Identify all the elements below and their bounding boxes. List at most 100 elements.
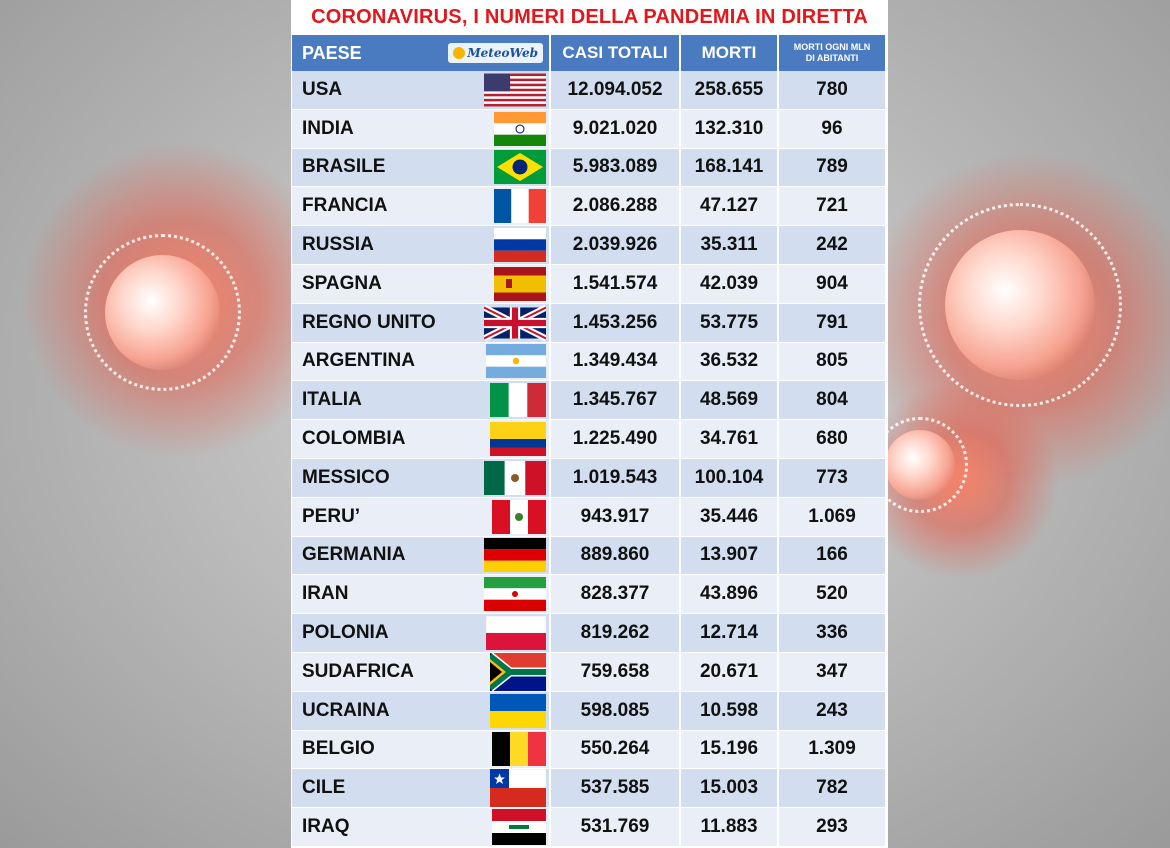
- country-name: BRASILE: [302, 156, 386, 178]
- argentina-flag-icon: [484, 344, 546, 379]
- country-cell: BELGIO: [292, 730, 551, 769]
- morti-cell: 42.039: [681, 264, 779, 303]
- country-cell: GERMANIA: [292, 536, 551, 575]
- morti-mln-cell: 804: [779, 381, 885, 420]
- casi-totali-cell: 759.658: [551, 652, 681, 691]
- table-row: GERMANIA 889.860 13.907 166: [292, 536, 888, 576]
- table-row: FRANCIA 2.086.288 47.127 721: [292, 187, 888, 227]
- morti-cell: 15.196: [681, 730, 779, 769]
- table-row: PERU’ 943.917 35.446 1.069: [292, 497, 888, 537]
- country-cell: ITALIA: [292, 381, 551, 420]
- uk-flag-icon: [484, 304, 546, 341]
- morti-cell: 15.003: [681, 769, 779, 808]
- colombia-flag-icon: [484, 422, 546, 457]
- table-row: SPAGNA 1.541.574 42.039 904: [292, 264, 888, 304]
- country-cell: MESSICO: [292, 458, 551, 497]
- country-cell: INDIA: [292, 109, 551, 148]
- table-row: REGNO UNITO 1.453.256 53.775 791: [292, 303, 888, 343]
- casi-totali-cell: 1.541.574: [551, 264, 681, 303]
- table-row: BELGIO 550.264 15.196 1.309: [292, 730, 888, 770]
- poland-flag-icon: [484, 616, 546, 651]
- country-cell: FRANCIA: [292, 187, 551, 226]
- morti-mln-cell: 904: [779, 264, 885, 303]
- morti-mln-cell: 782: [779, 769, 885, 808]
- table-row: CILE 537.585 15.003 782: [292, 769, 888, 809]
- belgium-flag-icon: [484, 732, 546, 767]
- country-cell: UCRAINA: [292, 691, 551, 730]
- casi-totali-cell: 889.860: [551, 536, 681, 575]
- table-row: BRASILE 5.983.089 168.141 789: [292, 148, 888, 188]
- country-name: ARGENTINA: [302, 350, 415, 372]
- sun-icon: [453, 47, 466, 59]
- country-name: REGNO UNITO: [302, 311, 436, 333]
- country-name: INDIA: [302, 117, 354, 139]
- italy-flag-icon: [484, 383, 546, 418]
- casi-totali-cell: 819.262: [551, 614, 681, 652]
- virus-icon-right-small: [872, 417, 968, 513]
- casi-totali-cell: 9.021.020: [551, 109, 681, 148]
- table-row: IRAN 828.377 43.896 520: [292, 575, 888, 615]
- morti-cell: 258.655: [681, 71, 779, 109]
- morti-mln-cell: 1.069: [779, 497, 885, 536]
- casi-totali-cell: 1.349.434: [551, 342, 681, 381]
- iraq-flag-icon: [484, 809, 546, 846]
- brazil-flag-icon: [484, 150, 546, 185]
- country-name: PERU’: [302, 505, 361, 527]
- table-header: PAESE MeteoWeb CASI TOTALI MORTI MORTI O…: [292, 35, 888, 71]
- usa-flag-icon: [484, 73, 546, 107]
- morti-cell: 43.896: [681, 575, 779, 614]
- country-cell: POLONIA: [292, 614, 551, 652]
- morti-mln-cell: 96: [779, 109, 885, 148]
- india-flag-icon: [484, 111, 546, 146]
- table-row: SUDAFRICA 759.658 20.671 347: [292, 652, 888, 692]
- casi-totali-cell: 12.094.052: [551, 71, 681, 109]
- country-name: IRAN: [302, 583, 349, 605]
- virus-icon-right: [918, 203, 1122, 407]
- morti-mln-cell: 721: [779, 187, 885, 226]
- country-cell: SUDAFRICA: [292, 652, 551, 691]
- country-name: BELGIO: [302, 738, 375, 760]
- morti-cell: 168.141: [681, 148, 779, 187]
- france-flag-icon: [484, 189, 546, 224]
- page-title: CORONAVIRUS, I NUMERI DELLA PANDEMIA IN …: [311, 6, 868, 28]
- country-name: IRAQ: [302, 816, 350, 838]
- casi-totali-cell: 598.085: [551, 691, 681, 730]
- country-name: UCRAINA: [302, 699, 390, 721]
- country-name: ITALIA: [302, 389, 362, 411]
- table-row: POLONIA 819.262 12.714 336: [292, 614, 888, 653]
- country-name: SPAGNA: [302, 272, 382, 294]
- morti-mln-cell: 293: [779, 808, 885, 846]
- morti-cell: 35.311: [681, 226, 779, 264]
- morti-cell: 132.310: [681, 109, 779, 148]
- morti-cell: 12.714: [681, 614, 779, 652]
- country-name: SUDAFRICA: [302, 660, 414, 682]
- header-paese-label: PAESE: [302, 42, 362, 63]
- morti-cell: 35.446: [681, 497, 779, 536]
- morti-mln-cell: 243: [779, 691, 885, 730]
- header-paese: PAESE MeteoWeb: [292, 35, 551, 71]
- morti-mln-cell: 680: [779, 420, 885, 458]
- country-cell: COLOMBIA: [292, 420, 551, 458]
- table-row: INDIA 9.021.020 132.310 96: [292, 109, 888, 149]
- morti-mln-cell: 336: [779, 614, 885, 652]
- morti-cell: 36.532: [681, 342, 779, 381]
- header-morti-mln: MORTI OGNI MLN DI ABITANTI: [779, 35, 885, 71]
- table-row: USA 12.094.052 258.655 780: [292, 71, 888, 110]
- table-row: UCRAINA 598.085 10.598 243: [292, 691, 888, 731]
- morti-mln-cell: 242: [779, 226, 885, 264]
- table-row: IRAQ 531.769 11.883 293: [292, 808, 888, 847]
- chile-flag-icon: [484, 769, 546, 808]
- virus-icon-left: [84, 234, 241, 391]
- casi-totali-cell: 537.585: [551, 769, 681, 808]
- country-name: COLOMBIA: [302, 428, 406, 450]
- country-cell: IRAQ: [292, 808, 551, 846]
- russia-flag-icon: [484, 228, 546, 263]
- header-morti-mln-line1: MORTI OGNI MLN: [793, 42, 871, 52]
- iran-flag-icon: [484, 577, 546, 612]
- table-body: USA 12.094.052 258.655 780 INDIA 9.021.020 132…: [292, 71, 888, 847]
- casi-totali-cell: 550.264: [551, 730, 681, 769]
- country-cell: SPAGNA: [292, 264, 551, 303]
- country-cell: USA: [292, 71, 551, 109]
- country-name: MESSICO: [302, 466, 390, 488]
- country-cell: REGNO UNITO: [292, 303, 551, 342]
